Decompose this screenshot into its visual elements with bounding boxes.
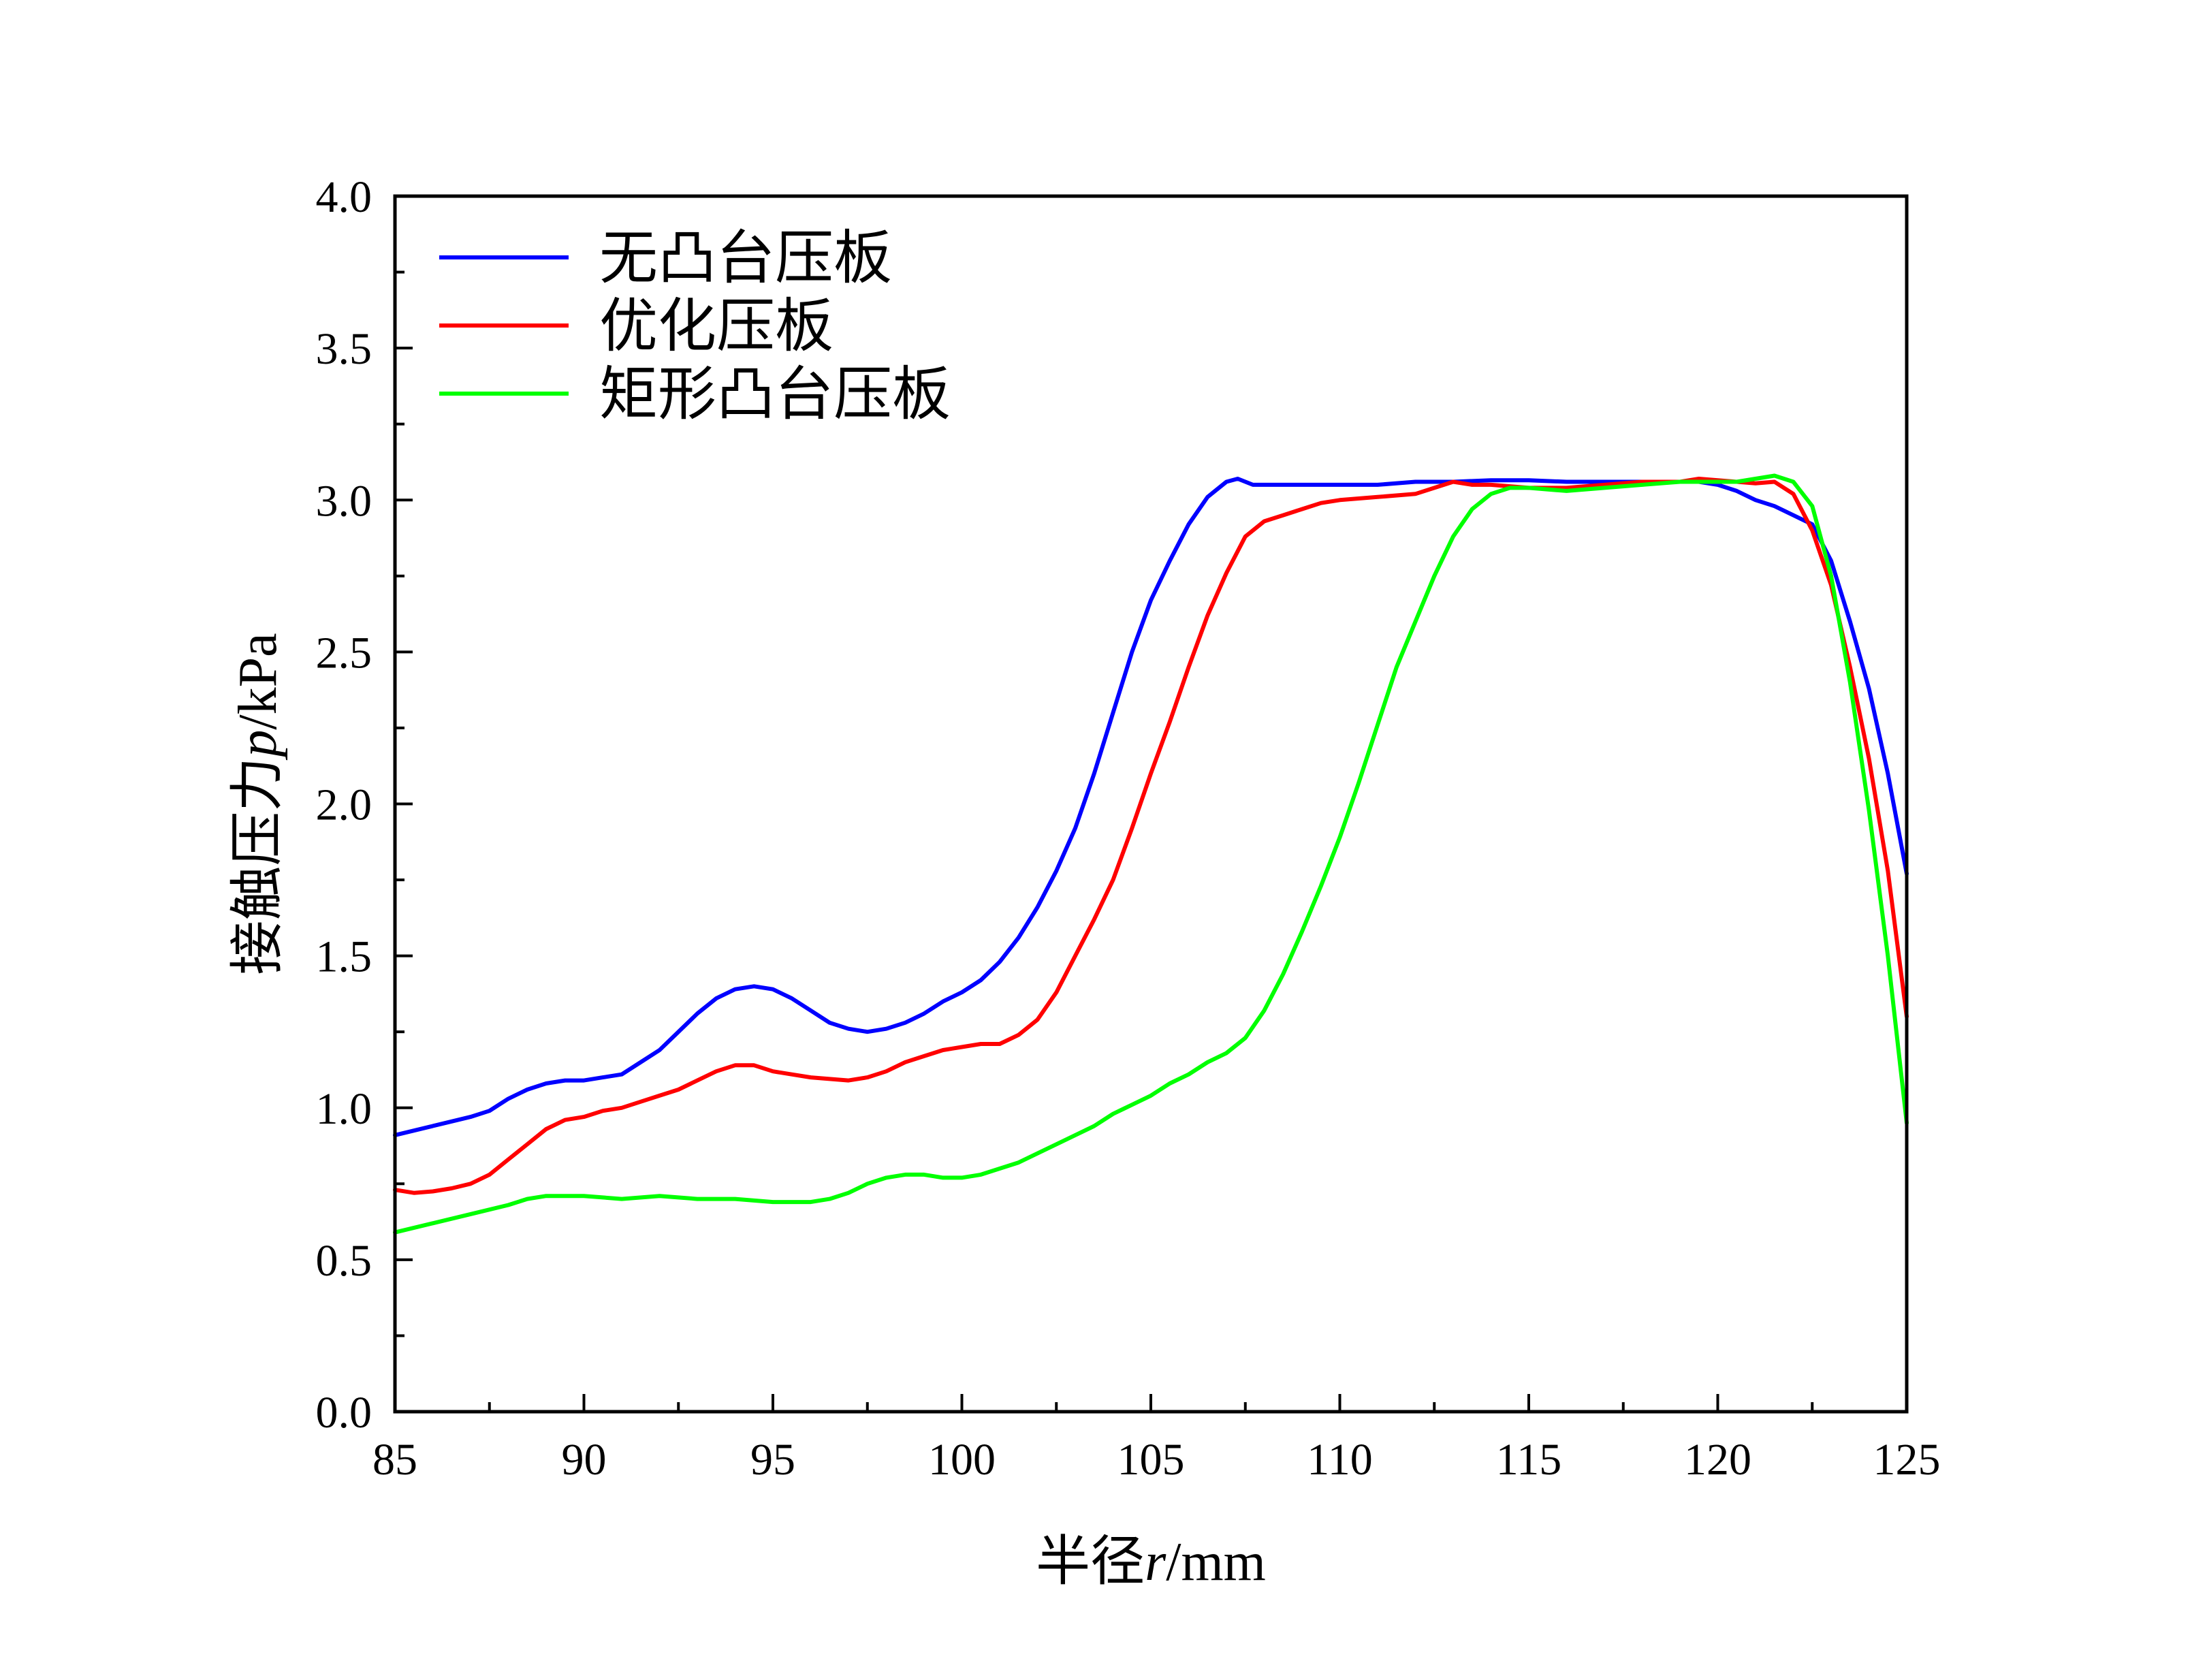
x-tick-label: 120	[1684, 1435, 1751, 1485]
y-tick-label: 1.5	[316, 932, 372, 982]
y-axis-title-unit: /kPa	[228, 633, 288, 729]
y-tick-label: 2.0	[316, 780, 372, 830]
legend-label-2: 优化压板	[599, 294, 834, 359]
x-tick-label: 100	[928, 1435, 996, 1485]
x-tick-label: 110	[1307, 1435, 1373, 1485]
x-tick-label: 90	[562, 1435, 607, 1485]
x-axis-title-variable: r	[1145, 1532, 1167, 1592]
x-axis-title-unit: /mm	[1166, 1532, 1266, 1592]
x-tick-label: 105	[1117, 1435, 1185, 1485]
y-tick-label: 3.5	[316, 324, 372, 374]
y-axis-title-variable: p	[228, 730, 288, 761]
y-tick-label: 0.0	[316, 1388, 372, 1438]
series-line-3	[393, 473, 1909, 1235]
y-axis-title-prefix: 接触压力	[228, 757, 288, 975]
x-axis-title: 半径r/mm	[1036, 1532, 1266, 1592]
x-axis-title-prefix: 半径	[1036, 1532, 1145, 1592]
y-tick-label: 0.5	[316, 1236, 372, 1286]
y-tick-label: 1.0	[316, 1084, 372, 1134]
x-tick-label: 115	[1496, 1435, 1562, 1485]
x-tick-label: 95	[750, 1435, 795, 1485]
legend-label-1: 无凸台压板	[599, 225, 892, 291]
y-tick-label: 4.0	[316, 172, 372, 222]
y-tick-label: 2.5	[316, 628, 372, 678]
y-axis-title: 接触压力p/kPa	[228, 633, 288, 974]
x-tick-label: 85	[372, 1435, 417, 1485]
legend-label-3: 矩形凸台压板	[599, 362, 951, 427]
y-tick-label: 3.0	[316, 476, 372, 526]
x-tick-label: 125	[1873, 1435, 1941, 1485]
